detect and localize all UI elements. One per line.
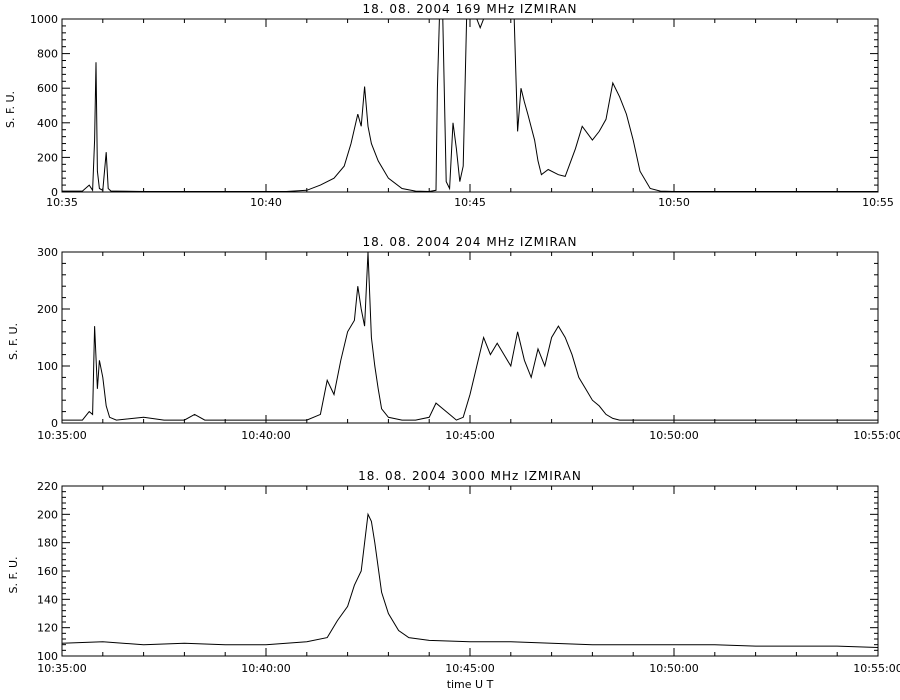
y-axis-label: S. F. U. [7, 556, 20, 593]
plot-frame [61, 485, 879, 657]
x-tick-label: 10:55 [862, 196, 894, 209]
x-tick-label: 10:45:00 [445, 429, 494, 442]
y-tick-label: 100 [37, 650, 58, 663]
x-tick-label: 10:55:00 [853, 429, 900, 442]
x-tick-label: 10:50:00 [649, 429, 698, 442]
plot-frame [61, 18, 879, 193]
y-tick-label: 200 [37, 508, 58, 521]
chart-panel-2: 18. 08. 2004 204 MHz IZMIRAN S. F. U. 0 100… [7, 235, 900, 442]
data-series-line-1 [62, 251, 878, 421]
data-series-line-1 [62, 18, 878, 193]
y-tick-label: 300 [37, 246, 58, 259]
y-tick-label: 200 [37, 151, 58, 164]
chart-title: 18. 08. 2004 169 MHz IZMIRAN [362, 2, 577, 16]
y-tick-label: 120 [37, 622, 58, 635]
y-axis-label: S. F. U. [4, 91, 17, 128]
x-tick-label: 10:35:00 [37, 662, 86, 675]
x-tick-label: 10:35 [46, 196, 78, 209]
chart-title: 18. 08. 2004 204 MHz IZMIRAN [362, 235, 577, 249]
x-tick-label: 10:50:00 [649, 662, 698, 675]
chart-title: 18. 08. 2004 3000 MHz IZMIRAN [358, 469, 582, 483]
data-series-line-1 [61, 512, 879, 648]
chart-panel-1: 18. 08. 2004 169 MHz IZMIRAN S. F. U. 0 200… [4, 2, 894, 209]
x-tick-label: 10:45:00 [445, 662, 494, 675]
y-tick-label: 400 [37, 117, 58, 130]
y-tick-label: 800 [37, 48, 58, 61]
y-tick-label: 220 [37, 480, 58, 493]
y-tick-label: 180 [37, 537, 58, 550]
x-axis-label: time U T [447, 678, 494, 691]
y-tick-label: 200 [37, 303, 58, 316]
x-tick-label: 10:40 [250, 196, 282, 209]
x-tick-label: 10:45 [454, 196, 486, 209]
y-axis-label: S. F. U. [7, 323, 20, 360]
chart-panel-3: 18. 08. 2004 3000 MHz IZMIRAN S. F. U. tim… [7, 469, 900, 691]
x-tick-label: 10:55:00 [853, 662, 900, 675]
x-tick-label: 10:40:00 [241, 662, 290, 675]
y-tick-label: 600 [37, 82, 58, 95]
y-tick-label: 1000 [30, 13, 58, 26]
y-tick-label: 160 [37, 565, 58, 578]
y-tick-label: 100 [37, 360, 58, 373]
plot-frame [61, 251, 879, 424]
x-tick-label: 10:35:00 [37, 429, 86, 442]
y-tick-label: 140 [37, 593, 58, 606]
x-tick-label: 10:50 [658, 196, 690, 209]
x-tick-label: 10:40:00 [241, 429, 290, 442]
y-tick-label: 0 [51, 417, 58, 430]
y-tick-label: 0 [51, 186, 58, 199]
